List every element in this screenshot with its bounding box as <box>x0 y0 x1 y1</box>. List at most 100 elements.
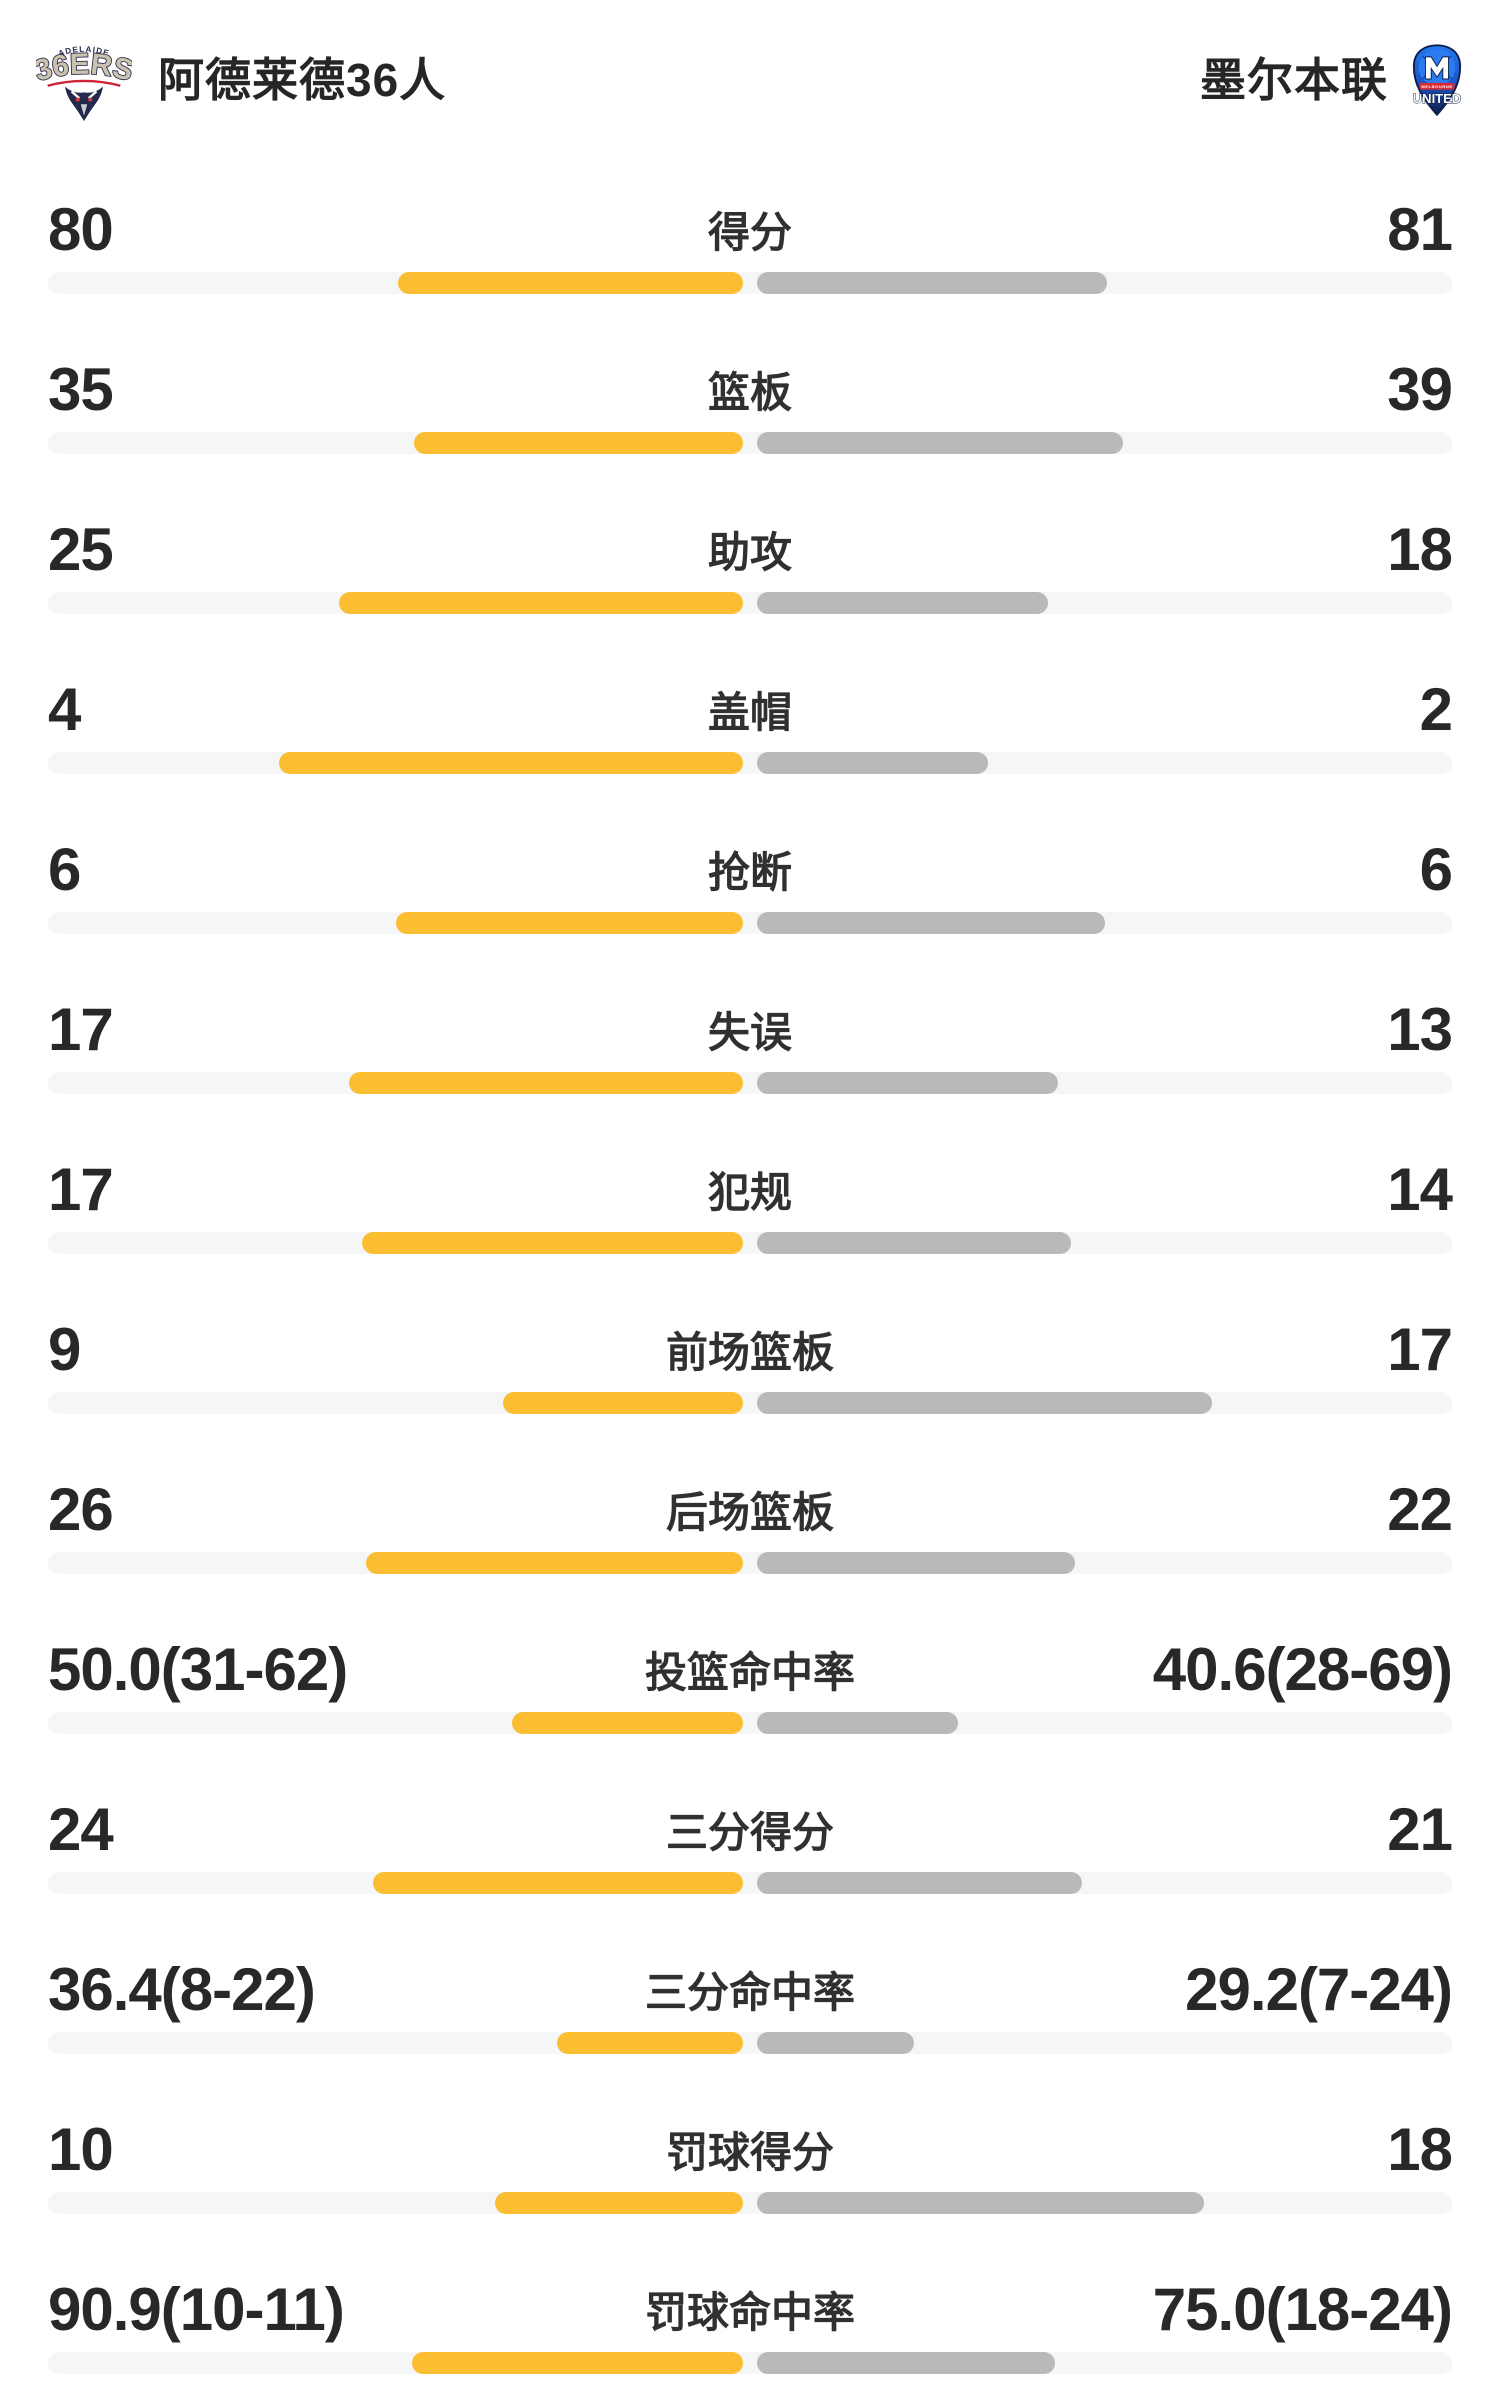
adelaide-bird-beak <box>79 103 89 119</box>
home-value: 6 <box>48 836 81 903</box>
stat-label: 三分得分 <box>665 1809 835 1856</box>
home-value: 50.0(31-62) <box>48 1636 348 1703</box>
stat-row: 26 后场篮板 22 <box>0 1440 1500 1600</box>
away-bar <box>757 272 1107 294</box>
adelaide-bird-eye-left <box>75 97 80 102</box>
stat-bar-track <box>48 912 1452 934</box>
away-bar <box>757 752 989 774</box>
stat-row: 50.0(31-62) 投篮命中率 40.6(28-69) <box>0 1600 1500 1760</box>
away-value: 21 <box>1387 1796 1453 1863</box>
home-bar <box>362 1232 743 1254</box>
stat-values: 26 后场篮板 22 <box>48 1476 1453 1543</box>
away-bar <box>757 2032 915 2054</box>
stat-bar-track <box>48 2352 1452 2374</box>
away-bar <box>757 2192 1204 2214</box>
home-bar <box>502 1392 743 1414</box>
stat-values: 9 前场篮板 17 <box>48 1316 1453 1383</box>
away-value: 40.6(28-69) <box>1152 1636 1453 1703</box>
away-value: 6 <box>1419 836 1453 903</box>
adelaide-red-stripe <box>47 79 121 87</box>
stat-label: 得分 <box>707 209 793 256</box>
home-team-name: 阿德莱德36人 <box>158 54 447 106</box>
home-bar <box>414 432 743 454</box>
away-bar <box>757 1232 1072 1254</box>
stat-bar-track <box>48 272 1452 294</box>
away-team: 墨尔本联 MELBOURNE UNITED <box>1200 43 1464 117</box>
away-bar <box>757 2352 1056 2374</box>
home-value: 17 <box>48 996 114 1063</box>
stat-values: 6 抢断 6 <box>48 836 1453 903</box>
away-bar <box>757 1872 1082 1894</box>
home-bar <box>348 1072 743 1094</box>
away-bar <box>757 592 1049 614</box>
stat-bar-track <box>48 1872 1452 1894</box>
stat-row: 4 盖帽 2 <box>0 640 1500 800</box>
away-value: 75.0(18-24) <box>1152 2276 1453 2343</box>
stat-row: 36.4(8-22) 三分命中率 29.2(7-24) <box>0 1920 1500 2080</box>
away-bar <box>757 1552 1076 1574</box>
stat-values: 36.4(8-22) 三分命中率 29.2(7-24) <box>48 1956 1453 2023</box>
home-bar <box>511 1712 743 1734</box>
away-value: 18 <box>1387 2116 1453 2183</box>
stat-values: 35 篮板 39 <box>48 356 1453 423</box>
stats-list: 80 得分 81 35 篮板 39 25 助攻 18 4 盖帽 2 6 抢断 6 17 失误 13 17 犯规 14 9 前… <box>0 160 1500 2400</box>
home-value: 24 <box>48 1796 114 1863</box>
home-value: 10 <box>48 2116 114 2183</box>
stat-bar-track <box>48 432 1452 454</box>
home-value: 36.4(8-22) <box>48 1956 316 2023</box>
stat-row: 9 前场篮板 17 <box>0 1280 1500 1440</box>
stat-values: 4 盖帽 2 <box>48 676 1453 743</box>
home-bar <box>412 2352 743 2374</box>
away-bar <box>757 432 1124 454</box>
home-bar <box>397 272 743 294</box>
away-value: 22 <box>1387 1476 1453 1543</box>
stat-bar-track <box>48 752 1452 774</box>
stat-bar-track <box>48 1392 1452 1414</box>
stat-bar-track <box>48 1712 1452 1734</box>
stat-values: 25 助攻 18 <box>48 516 1453 583</box>
home-bar <box>366 1552 743 1574</box>
stat-bar-track <box>48 1232 1452 1254</box>
home-value: 26 <box>48 1476 114 1543</box>
stat-label: 前场篮板 <box>665 1329 835 1376</box>
stat-row: 24 三分得分 21 <box>0 1760 1500 1920</box>
away-bar <box>757 1072 1058 1094</box>
home-value: 9 <box>48 1316 81 1383</box>
melbourne-main-text: UNITED <box>1413 91 1461 106</box>
away-value: 14 <box>1387 1156 1453 1223</box>
home-value: 4 <box>48 676 81 743</box>
stat-label: 犯规 <box>707 1169 793 1216</box>
stat-bar-track <box>48 1552 1452 1574</box>
stat-values: 50.0(31-62) 投篮命中率 40.6(28-69) <box>48 1636 1453 1703</box>
away-value: 2 <box>1419 676 1453 743</box>
adelaide-36ers-logo: ADELAIDE 36ERS <box>36 45 132 122</box>
stat-row: 35 篮板 39 <box>0 320 1500 480</box>
stat-label: 后场篮板 <box>665 1489 835 1536</box>
away-bar <box>757 1392 1212 1414</box>
stat-row: 17 失误 13 <box>0 960 1500 1120</box>
stat-label: 助攻 <box>707 529 793 576</box>
away-value: 17 <box>1387 1316 1453 1383</box>
match-header: ADELAIDE 36ERS 阿德莱德36人 墨尔本联 <box>0 0 1500 160</box>
adelaide-bird-brows <box>70 90 98 100</box>
stat-row: 10 罚球得分 18 <box>0 2080 1500 2240</box>
stat-bar-track <box>48 592 1452 614</box>
stat-label: 篮板 <box>707 369 793 416</box>
stat-label: 盖帽 <box>707 689 793 736</box>
stat-row: 90.9(10-11) 罚球命中率 75.0(18-24) <box>0 2240 1500 2400</box>
away-bar <box>757 1712 958 1734</box>
home-bar <box>557 2032 743 2054</box>
home-value: 80 <box>48 196 114 263</box>
home-value: 35 <box>48 356 114 423</box>
stat-values: 17 失误 13 <box>48 996 1453 1063</box>
away-value: 39 <box>1387 356 1453 423</box>
away-value: 18 <box>1387 516 1453 583</box>
away-value: 13 <box>1387 996 1453 1063</box>
stat-values: 24 三分得分 21 <box>48 1796 1453 1863</box>
stat-label: 罚球得分 <box>665 2129 835 2176</box>
away-value: 29.2(7-24) <box>1185 1956 1453 2023</box>
stat-label: 抢断 <box>707 849 793 896</box>
stat-row: 25 助攻 18 <box>0 480 1500 640</box>
stat-label: 罚球命中率 <box>644 2289 856 2336</box>
